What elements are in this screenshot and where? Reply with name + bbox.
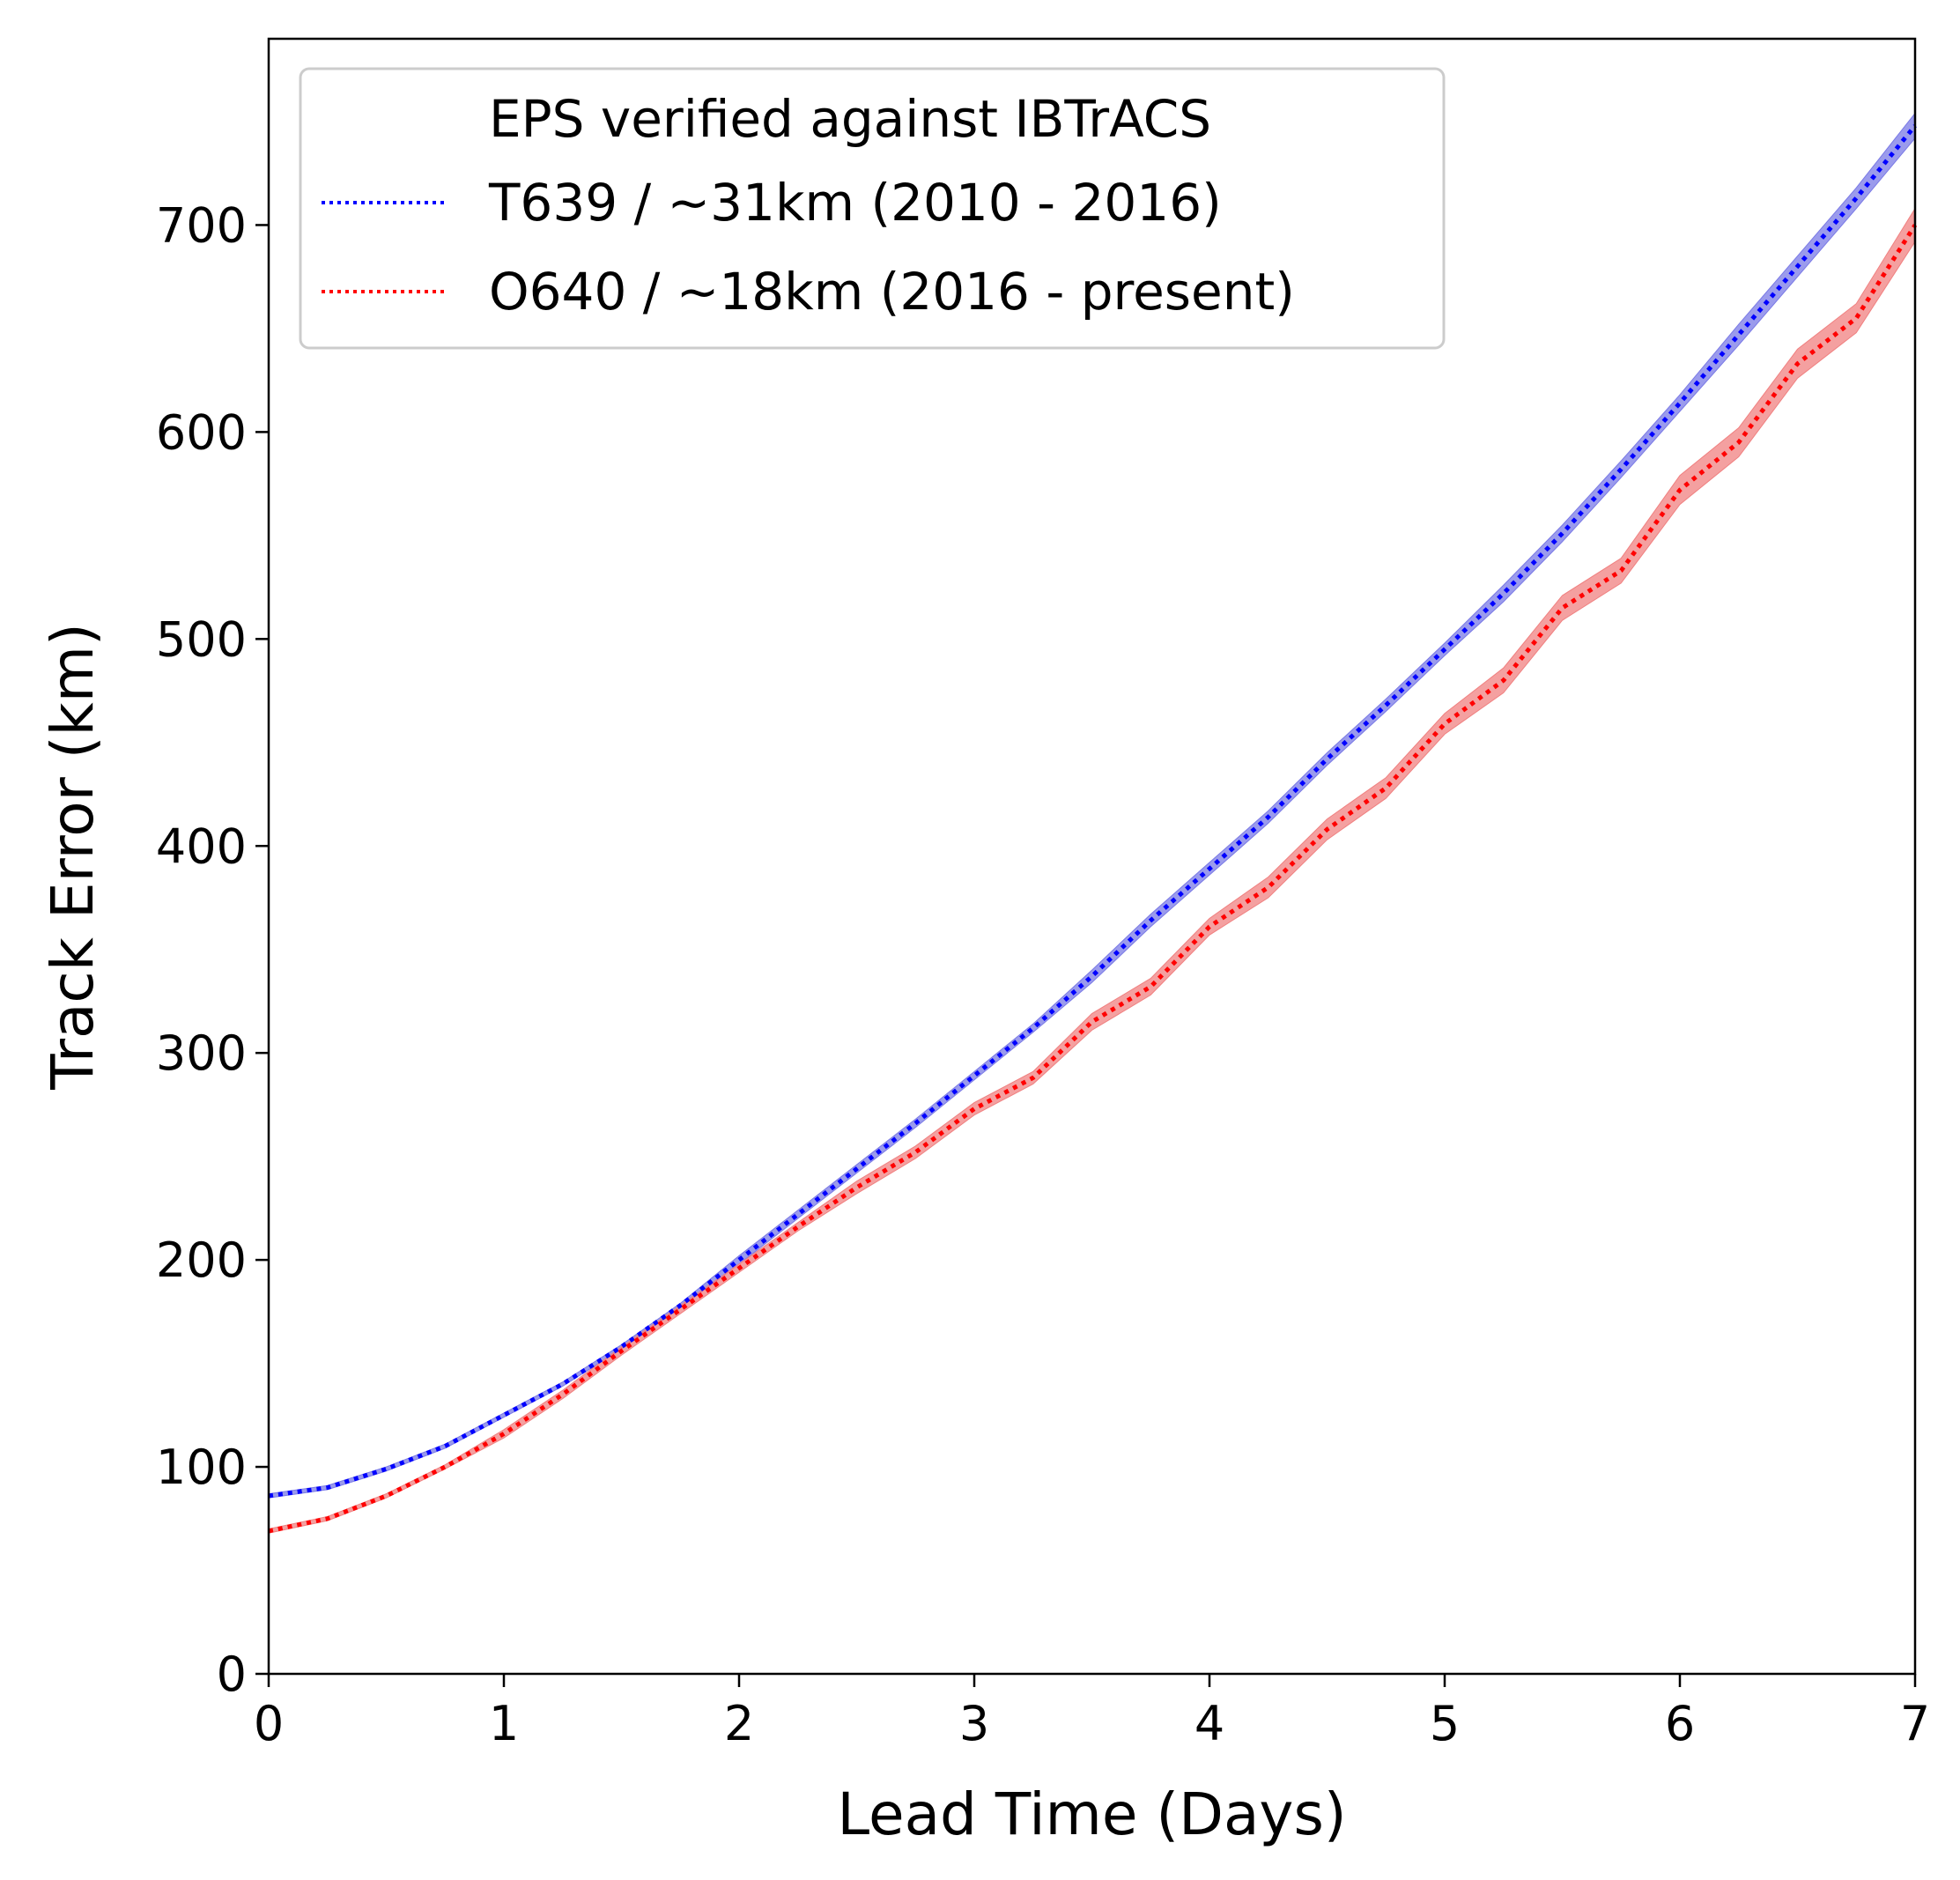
x-tick-label: 6	[1665, 1696, 1695, 1751]
y-tick-label: 700	[156, 197, 247, 253]
series-line-0	[268, 124, 1917, 1499]
x-tick-label: 3	[959, 1696, 989, 1751]
x-tick-label: 2	[724, 1696, 754, 1751]
x-tick-label: 1	[489, 1696, 519, 1751]
y-axis-label: Track Error (km)	[39, 623, 107, 1091]
y-tick-label: 200	[156, 1232, 247, 1288]
legend-title: EPS verified against IBTrACS	[489, 89, 1211, 149]
x-tick-label: 5	[1430, 1696, 1460, 1751]
x-tick-label: 7	[1900, 1696, 1930, 1751]
legend-label-o640: O640 / ~18km (2016 - present)	[489, 262, 1295, 322]
legend: EPS verified against IBTrACS T639 / ~31k…	[299, 67, 1446, 350]
y-tick-label: 100	[156, 1440, 247, 1495]
plot-frame	[267, 37, 1917, 1676]
x-tick-label: 4	[1194, 1696, 1224, 1751]
y-tick-label: 500	[156, 611, 247, 667]
y-axis-ticks: 0 100 200 300 400 500 600 700	[156, 197, 269, 1702]
x-axis-ticks: 0 1 2 3 4 5 6 7	[254, 1674, 1930, 1751]
x-axis-label: Lead Time (Days)	[837, 1780, 1346, 1848]
y-tick-label: 300	[156, 1025, 247, 1081]
y-tick-label: 400	[156, 818, 247, 874]
legend-box	[299, 67, 1446, 350]
legend-label-t639: T639 / ~31km (2010 - 2016)	[488, 173, 1222, 233]
x-tick-label: 0	[254, 1696, 284, 1751]
series-line-1	[268, 224, 1918, 1534]
y-tick-label: 600	[156, 404, 247, 460]
y-tick-label: 0	[217, 1647, 247, 1702]
series-lines	[268, 124, 1918, 1534]
